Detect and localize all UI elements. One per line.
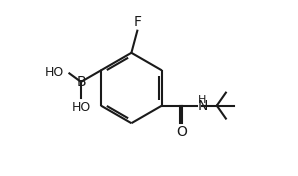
Text: F: F bbox=[133, 15, 141, 29]
Text: B: B bbox=[76, 75, 86, 89]
Text: HO: HO bbox=[44, 66, 64, 79]
Text: O: O bbox=[177, 125, 187, 139]
Text: HO: HO bbox=[72, 101, 91, 114]
Text: N: N bbox=[198, 99, 208, 113]
Text: H: H bbox=[198, 95, 206, 105]
